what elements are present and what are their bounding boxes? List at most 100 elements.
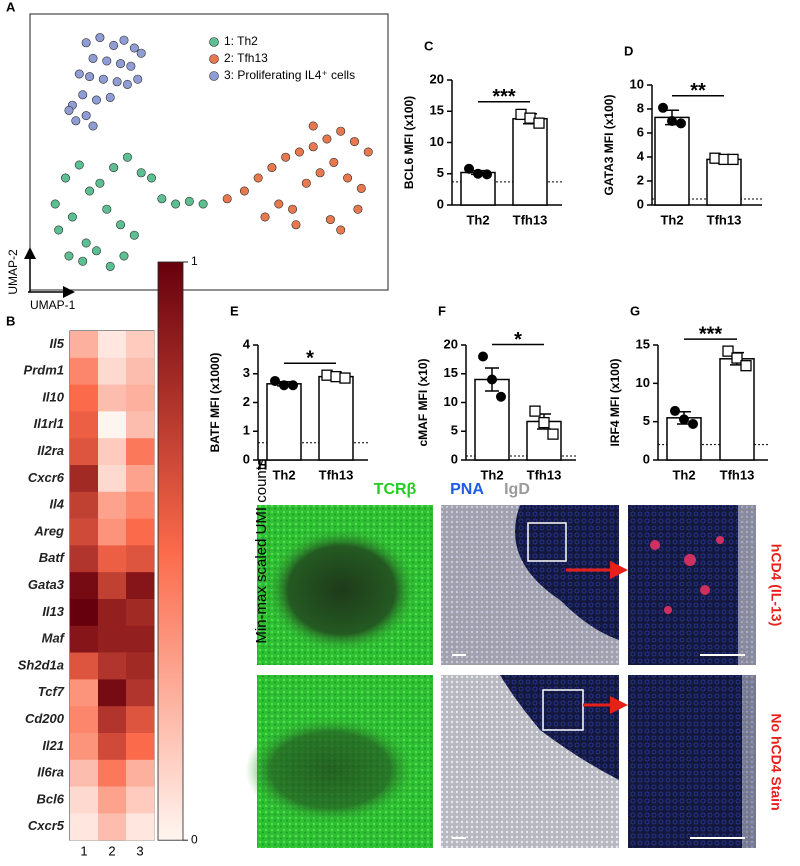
significance-label: * bbox=[514, 329, 522, 351]
row-label: Il1rl1 bbox=[34, 416, 64, 431]
cell bbox=[98, 759, 127, 787]
y-tick-label: 6 bbox=[637, 124, 644, 139]
point bbox=[670, 405, 680, 416]
row-label: No hCD4 Stain bbox=[768, 713, 784, 810]
cell bbox=[126, 357, 155, 385]
row-label: Bcl6 bbox=[37, 791, 65, 806]
cell bbox=[126, 411, 155, 439]
y-tick-label: 5 bbox=[437, 165, 444, 180]
x-tick-label: Tfh13 bbox=[527, 467, 562, 482]
cell bbox=[98, 625, 127, 653]
y-tick-label: 0 bbox=[643, 451, 650, 466]
point bbox=[91, 95, 101, 105]
point bbox=[325, 215, 335, 225]
y-tick-label: 15 bbox=[444, 365, 458, 380]
x-tick-label: Tfh13 bbox=[707, 212, 742, 227]
point bbox=[136, 168, 146, 178]
point bbox=[119, 35, 129, 45]
point bbox=[294, 147, 304, 157]
row-label: Il6ra bbox=[37, 765, 64, 780]
legend-marker bbox=[209, 71, 219, 81]
point bbox=[349, 137, 359, 147]
point bbox=[731, 352, 743, 364]
cell bbox=[70, 572, 99, 600]
zoom-box bbox=[527, 522, 567, 562]
cell bbox=[70, 813, 99, 841]
point bbox=[336, 126, 346, 136]
x-tick-label: Tfh13 bbox=[319, 467, 354, 482]
point bbox=[61, 173, 71, 183]
bar bbox=[706, 158, 742, 206]
colorbar-tick-label: 1 bbox=[191, 254, 198, 268]
point bbox=[85, 186, 95, 196]
cell bbox=[126, 518, 155, 546]
row-label: Gata3 bbox=[28, 577, 65, 592]
image-igd-1 bbox=[441, 505, 619, 665]
point bbox=[81, 38, 91, 48]
point bbox=[133, 74, 143, 84]
stain-label: IgD bbox=[504, 481, 530, 498]
y-axis-label: UMAP-2 bbox=[6, 249, 20, 295]
point bbox=[658, 102, 668, 113]
point bbox=[688, 418, 698, 429]
panel-label: G bbox=[630, 303, 640, 318]
column-label: 2 bbox=[108, 844, 115, 859]
x-tick-label: Th2 bbox=[480, 467, 503, 482]
row-label: Sh2d1a bbox=[18, 657, 64, 672]
point bbox=[343, 173, 353, 183]
point bbox=[122, 152, 132, 162]
cell bbox=[126, 813, 155, 841]
row-label: Il2ra bbox=[37, 443, 64, 458]
cell bbox=[98, 491, 127, 519]
stain-label: PNA bbox=[450, 481, 484, 498]
panel-label: D bbox=[624, 43, 633, 58]
cell bbox=[126, 706, 155, 734]
row-label: Il4 bbox=[50, 497, 65, 512]
point bbox=[339, 372, 351, 384]
point bbox=[336, 225, 346, 235]
cell bbox=[98, 652, 127, 680]
point bbox=[81, 111, 91, 121]
significance-label: ** bbox=[690, 80, 706, 102]
cell bbox=[126, 759, 155, 787]
point bbox=[198, 199, 208, 209]
cell bbox=[98, 411, 127, 439]
cell bbox=[70, 545, 99, 573]
point bbox=[136, 48, 146, 58]
cell bbox=[126, 572, 155, 600]
cell bbox=[98, 813, 127, 841]
cell bbox=[70, 411, 99, 439]
point bbox=[291, 220, 301, 230]
point bbox=[105, 261, 115, 271]
point bbox=[74, 69, 84, 79]
point bbox=[279, 380, 289, 391]
y-tick-label: 15 bbox=[430, 103, 444, 118]
image-igd-edge bbox=[738, 505, 756, 665]
cell bbox=[98, 331, 127, 359]
point bbox=[64, 251, 74, 261]
x-tick-label: Th2 bbox=[466, 212, 489, 227]
point bbox=[496, 391, 506, 402]
point bbox=[676, 118, 686, 129]
point bbox=[356, 183, 366, 193]
significance-label: * bbox=[306, 347, 314, 369]
point bbox=[109, 40, 119, 50]
point bbox=[64, 105, 74, 115]
point bbox=[95, 33, 105, 43]
y-tick-label: 5 bbox=[451, 423, 458, 438]
y-axis-label: GATA3 MFI (x100) bbox=[602, 95, 616, 196]
panel-label: B bbox=[6, 313, 15, 328]
cell bbox=[98, 786, 127, 814]
point bbox=[78, 90, 88, 100]
cell bbox=[70, 706, 99, 734]
point bbox=[116, 59, 126, 69]
point bbox=[222, 194, 232, 204]
point bbox=[533, 117, 545, 129]
point bbox=[129, 43, 139, 53]
x-tick-label: Tfh13 bbox=[720, 467, 755, 482]
zoom-box bbox=[542, 689, 584, 731]
panel-label: C bbox=[424, 38, 434, 53]
y-tick-label: 0 bbox=[437, 196, 444, 211]
point bbox=[157, 194, 167, 204]
